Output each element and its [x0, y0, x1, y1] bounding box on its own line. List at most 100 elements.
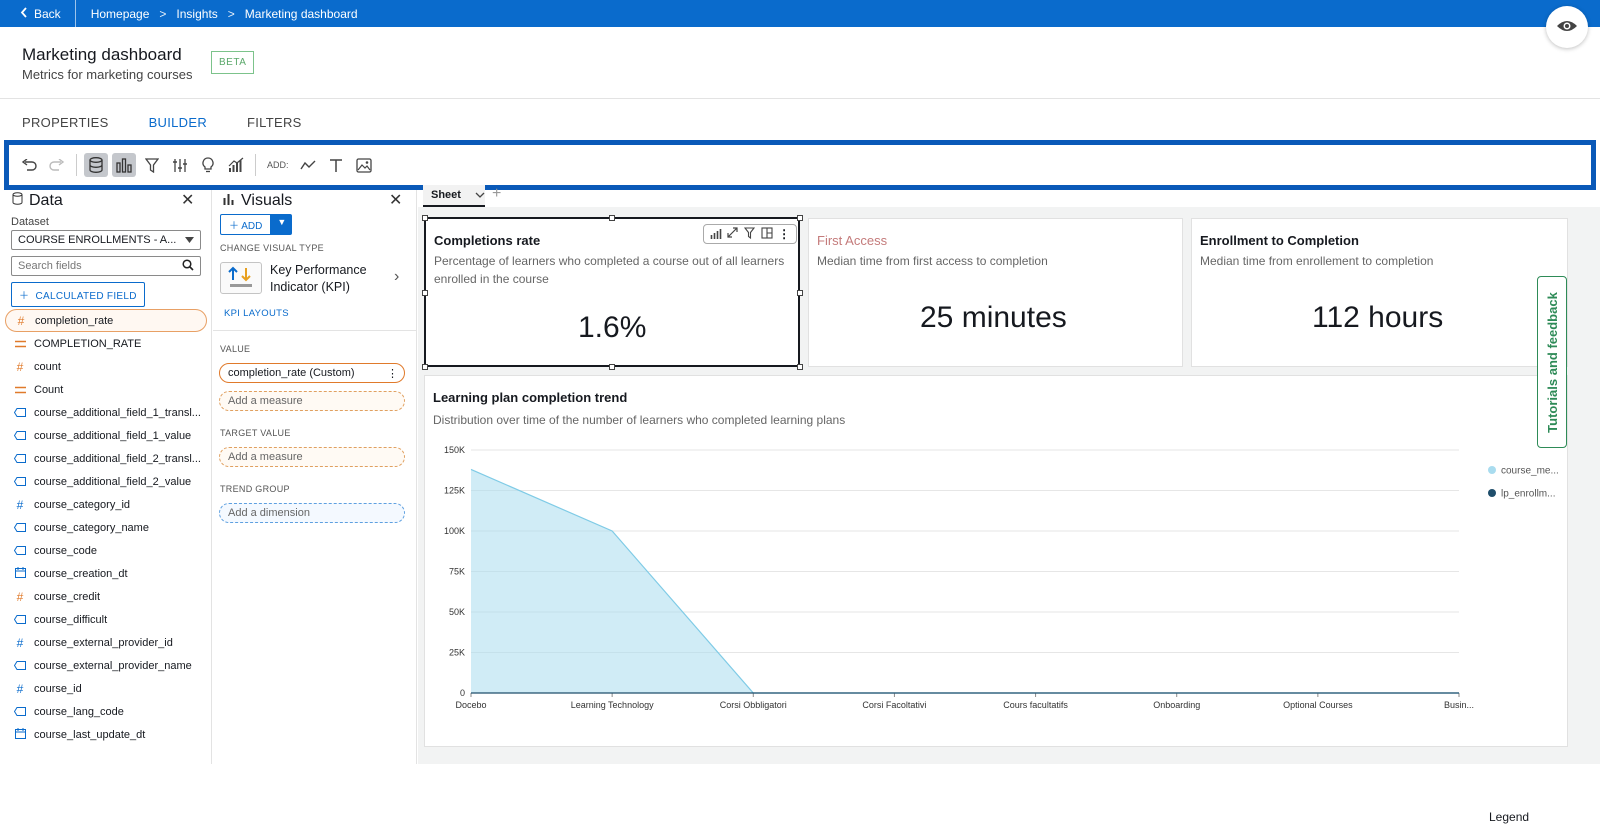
value-field-well[interactable]: completion_rate (Custom) ⋮: [219, 363, 405, 383]
close-icon[interactable]: ✕: [389, 192, 403, 209]
close-icon[interactable]: ✕: [181, 192, 195, 209]
field-item[interactable]: # course_external_provider_id: [5, 631, 207, 654]
parameters-icon[interactable]: [168, 153, 192, 177]
tutorials-feedback-button[interactable]: Tutorials and feedback: [1537, 276, 1567, 448]
field-item[interactable]: course_additional_field_1_transl...: [5, 401, 207, 424]
field-item[interactable]: # course_category_id: [5, 493, 207, 516]
add-line-chart-icon[interactable]: [296, 153, 320, 177]
field-item[interactable]: course_last_update_dt: [5, 723, 207, 746]
x-tick-label: Corsi Facoltativi: [862, 700, 926, 710]
x-tick-label: Corsi Obbligatori: [720, 700, 787, 710]
dimension-numeric-icon: #: [16, 497, 24, 512]
resize-handle[interactable]: [797, 215, 803, 221]
area-series-fill: [471, 469, 1459, 693]
field-item[interactable]: course_category_name: [5, 516, 207, 539]
breadcrumb-insights[interactable]: Insights: [176, 6, 218, 21]
layout-icon[interactable]: [761, 226, 773, 242]
back-button[interactable]: Back: [0, 0, 76, 27]
sheet-canvas: ⋮ Completions rate Percentage of learner…: [418, 207, 1600, 824]
add-image-icon[interactable]: [352, 153, 376, 177]
caret-down-icon[interactable]: ▼: [271, 214, 293, 235]
field-item[interactable]: course_additional_field_2_transl...: [5, 447, 207, 470]
undo-button[interactable]: [17, 153, 41, 177]
search-icon: [182, 258, 194, 274]
resize-handle[interactable]: [422, 215, 428, 221]
tab-builder[interactable]: BUILDER: [148, 115, 208, 130]
field-name: course_category_name: [34, 521, 149, 534]
field-item[interactable]: course_code: [5, 539, 207, 562]
filter-icon[interactable]: [743, 226, 756, 242]
filter-icon[interactable]: [140, 153, 164, 177]
resize-handle[interactable]: [797, 364, 803, 370]
data-panel: Data ✕ Dataset COURSE ENROLLMENTS - A...…: [0, 190, 212, 764]
resize-handle[interactable]: [797, 290, 803, 296]
field-item[interactable]: # completion_rate: [5, 309, 207, 332]
chevron-down-icon[interactable]: [475, 189, 485, 201]
field-item[interactable]: Count: [5, 378, 207, 401]
page-subtitle: Metrics for marketing courses: [22, 67, 193, 82]
add-sheet-icon[interactable]: +: [492, 185, 502, 202]
dataset-select[interactable]: COURSE ENROLLMENTS - A...: [11, 230, 201, 250]
more-options-icon[interactable]: ⋮: [387, 367, 398, 380]
breadcrumb-homepage[interactable]: Homepage: [90, 6, 150, 21]
kpi-card-completions-rate[interactable]: ⋮ Completions rate Percentage of learner…: [422, 215, 803, 370]
field-item[interactable]: course_additional_field_1_value: [5, 424, 207, 447]
field-name: course_credit: [34, 590, 101, 603]
visual-type-name[interactable]: Key Performance Indicator (KPI): [270, 263, 367, 294]
redo-button[interactable]: [45, 153, 69, 177]
field-item[interactable]: course_external_provider_name: [5, 654, 207, 677]
text-field-icon: [13, 406, 26, 420]
forecast-chart-icon[interactable]: [224, 153, 248, 177]
chart-title: Learning plan completion trend: [433, 390, 628, 405]
value-field-name: completion_rate (Custom): [228, 367, 355, 379]
top-navigation-bar: Back Homepage > Insights > Marketing das…: [0, 0, 1600, 27]
trend-group-label: TREND GROUP: [220, 484, 290, 494]
field-item[interactable]: course_creation_dt: [5, 562, 207, 585]
calculated-field-icon: [14, 383, 26, 397]
more-options-icon[interactable]: ⋮: [778, 227, 791, 241]
search-fields-input[interactable]: Search fields: [11, 256, 201, 276]
chevron-left-icon: [20, 6, 28, 21]
field-item[interactable]: # course_id: [5, 677, 207, 700]
kpi-visual-type-icon[interactable]: [220, 262, 262, 294]
field-item[interactable]: # count: [5, 355, 207, 378]
field-name: course_code: [34, 544, 97, 557]
date-field-icon: [14, 727, 26, 742]
add-text-icon[interactable]: [324, 153, 348, 177]
field-item[interactable]: course_additional_field_2_value: [5, 470, 207, 493]
visuals-chart-icon[interactable]: [112, 153, 136, 177]
add-visual-button[interactable]: ＋ ADD: [220, 214, 272, 235]
expand-icon[interactable]: [727, 227, 738, 241]
field-item[interactable]: # course_credit: [5, 585, 207, 608]
sheet-tab[interactable]: Sheet: [423, 185, 485, 207]
trend-chart-card[interactable]: Learning plan completion trend Distribut…: [424, 375, 1568, 824]
builder-toolbar: ADD:: [4, 140, 1596, 190]
forecast-chart-icon[interactable]: [710, 227, 722, 242]
field-item[interactable]: course_difficult: [5, 608, 207, 631]
field-name: course_category_id: [34, 498, 131, 511]
preview-button[interactable]: [1546, 6, 1588, 48]
legend-swatch: [1488, 466, 1496, 474]
calculated-field-button[interactable]: ＋ CALCULATED FIELD: [11, 282, 145, 307]
tab-filters[interactable]: FILTERS: [247, 115, 302, 130]
add-measure-well[interactable]: Add a measure: [219, 391, 405, 411]
tab-properties[interactable]: PROPERTIES: [22, 115, 109, 130]
field-item[interactable]: course_lang_code: [5, 700, 207, 723]
resize-handle[interactable]: [422, 290, 428, 296]
database-icon[interactable]: [84, 153, 108, 177]
kpi-layouts-link[interactable]: KPI LAYOUTS: [224, 308, 289, 319]
field-item[interactable]: COMPLETION_RATE: [5, 332, 207, 355]
add-target-measure-well[interactable]: Add a measure: [219, 447, 405, 467]
resize-handle[interactable]: [422, 364, 428, 370]
add-dimension-well[interactable]: Add a dimension: [219, 503, 405, 523]
x-tick-label: Cours facultatifs: [1003, 700, 1068, 710]
resize-handle[interactable]: [609, 215, 615, 221]
kpi-card-first-access[interactable]: First Access Median time from first acce…: [808, 218, 1183, 367]
beta-badge: BETA: [211, 51, 255, 74]
insights-lightbulb-icon[interactable]: [196, 153, 220, 177]
chevron-right-icon[interactable]: ›: [394, 268, 400, 285]
resize-handle[interactable]: [609, 364, 615, 370]
field-name: course_lang_code: [34, 705, 124, 718]
kpi-card-enrollment-to-completion[interactable]: Enrollment to Completion Median time fro…: [1191, 218, 1568, 367]
kpi-value: 25 minutes: [920, 301, 1067, 334]
